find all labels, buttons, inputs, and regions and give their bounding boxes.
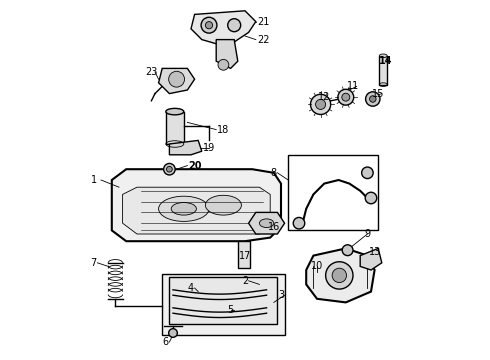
Polygon shape (248, 212, 285, 234)
Ellipse shape (159, 196, 209, 221)
Bar (162, 274, 285, 335)
Bar (379, 56, 387, 85)
Circle shape (218, 59, 229, 70)
Polygon shape (170, 140, 202, 155)
Text: 13: 13 (368, 247, 381, 257)
Text: 19: 19 (203, 143, 215, 153)
Text: 21: 21 (257, 17, 269, 27)
Ellipse shape (379, 54, 387, 58)
Circle shape (365, 192, 377, 204)
Polygon shape (112, 169, 281, 241)
Bar (238, 241, 250, 268)
Text: 12: 12 (318, 92, 330, 102)
Text: 8: 8 (271, 168, 277, 178)
Polygon shape (191, 11, 256, 47)
Text: 14: 14 (379, 56, 392, 66)
Bar (288, 155, 378, 230)
Text: 16: 16 (268, 222, 280, 232)
Circle shape (169, 329, 177, 337)
Text: 3: 3 (278, 290, 284, 300)
Circle shape (201, 17, 217, 33)
Polygon shape (122, 187, 270, 234)
Circle shape (342, 93, 350, 101)
Circle shape (366, 92, 380, 106)
Polygon shape (306, 248, 374, 302)
Ellipse shape (166, 108, 184, 115)
Text: 18: 18 (217, 125, 229, 135)
Circle shape (338, 89, 354, 105)
Bar (170, 277, 277, 324)
Circle shape (326, 262, 353, 289)
Circle shape (167, 166, 172, 172)
Text: 10: 10 (311, 261, 323, 271)
Polygon shape (216, 40, 238, 68)
Polygon shape (360, 248, 382, 270)
Circle shape (228, 19, 241, 32)
Text: 9: 9 (365, 229, 370, 239)
Circle shape (342, 245, 353, 256)
Text: 6: 6 (163, 337, 169, 347)
Text: 23: 23 (145, 67, 158, 77)
Text: 1: 1 (91, 175, 97, 185)
Text: 7: 7 (91, 258, 97, 268)
Circle shape (362, 167, 373, 179)
Bar (166, 112, 184, 144)
Polygon shape (159, 68, 195, 94)
Circle shape (169, 71, 185, 87)
Circle shape (293, 217, 305, 229)
Ellipse shape (171, 202, 196, 215)
Circle shape (311, 94, 331, 114)
Text: 4: 4 (188, 283, 194, 293)
Text: 20: 20 (188, 161, 201, 171)
Circle shape (164, 163, 175, 175)
Circle shape (316, 99, 326, 109)
Text: 17: 17 (239, 251, 251, 261)
Text: 22: 22 (257, 35, 269, 45)
Text: 15: 15 (372, 89, 384, 99)
Ellipse shape (205, 195, 242, 215)
Circle shape (332, 268, 346, 283)
Text: 2: 2 (242, 276, 248, 286)
Ellipse shape (259, 219, 274, 228)
Text: 5: 5 (227, 305, 234, 315)
Circle shape (205, 22, 213, 29)
Text: 11: 11 (347, 81, 359, 91)
Circle shape (369, 96, 376, 102)
